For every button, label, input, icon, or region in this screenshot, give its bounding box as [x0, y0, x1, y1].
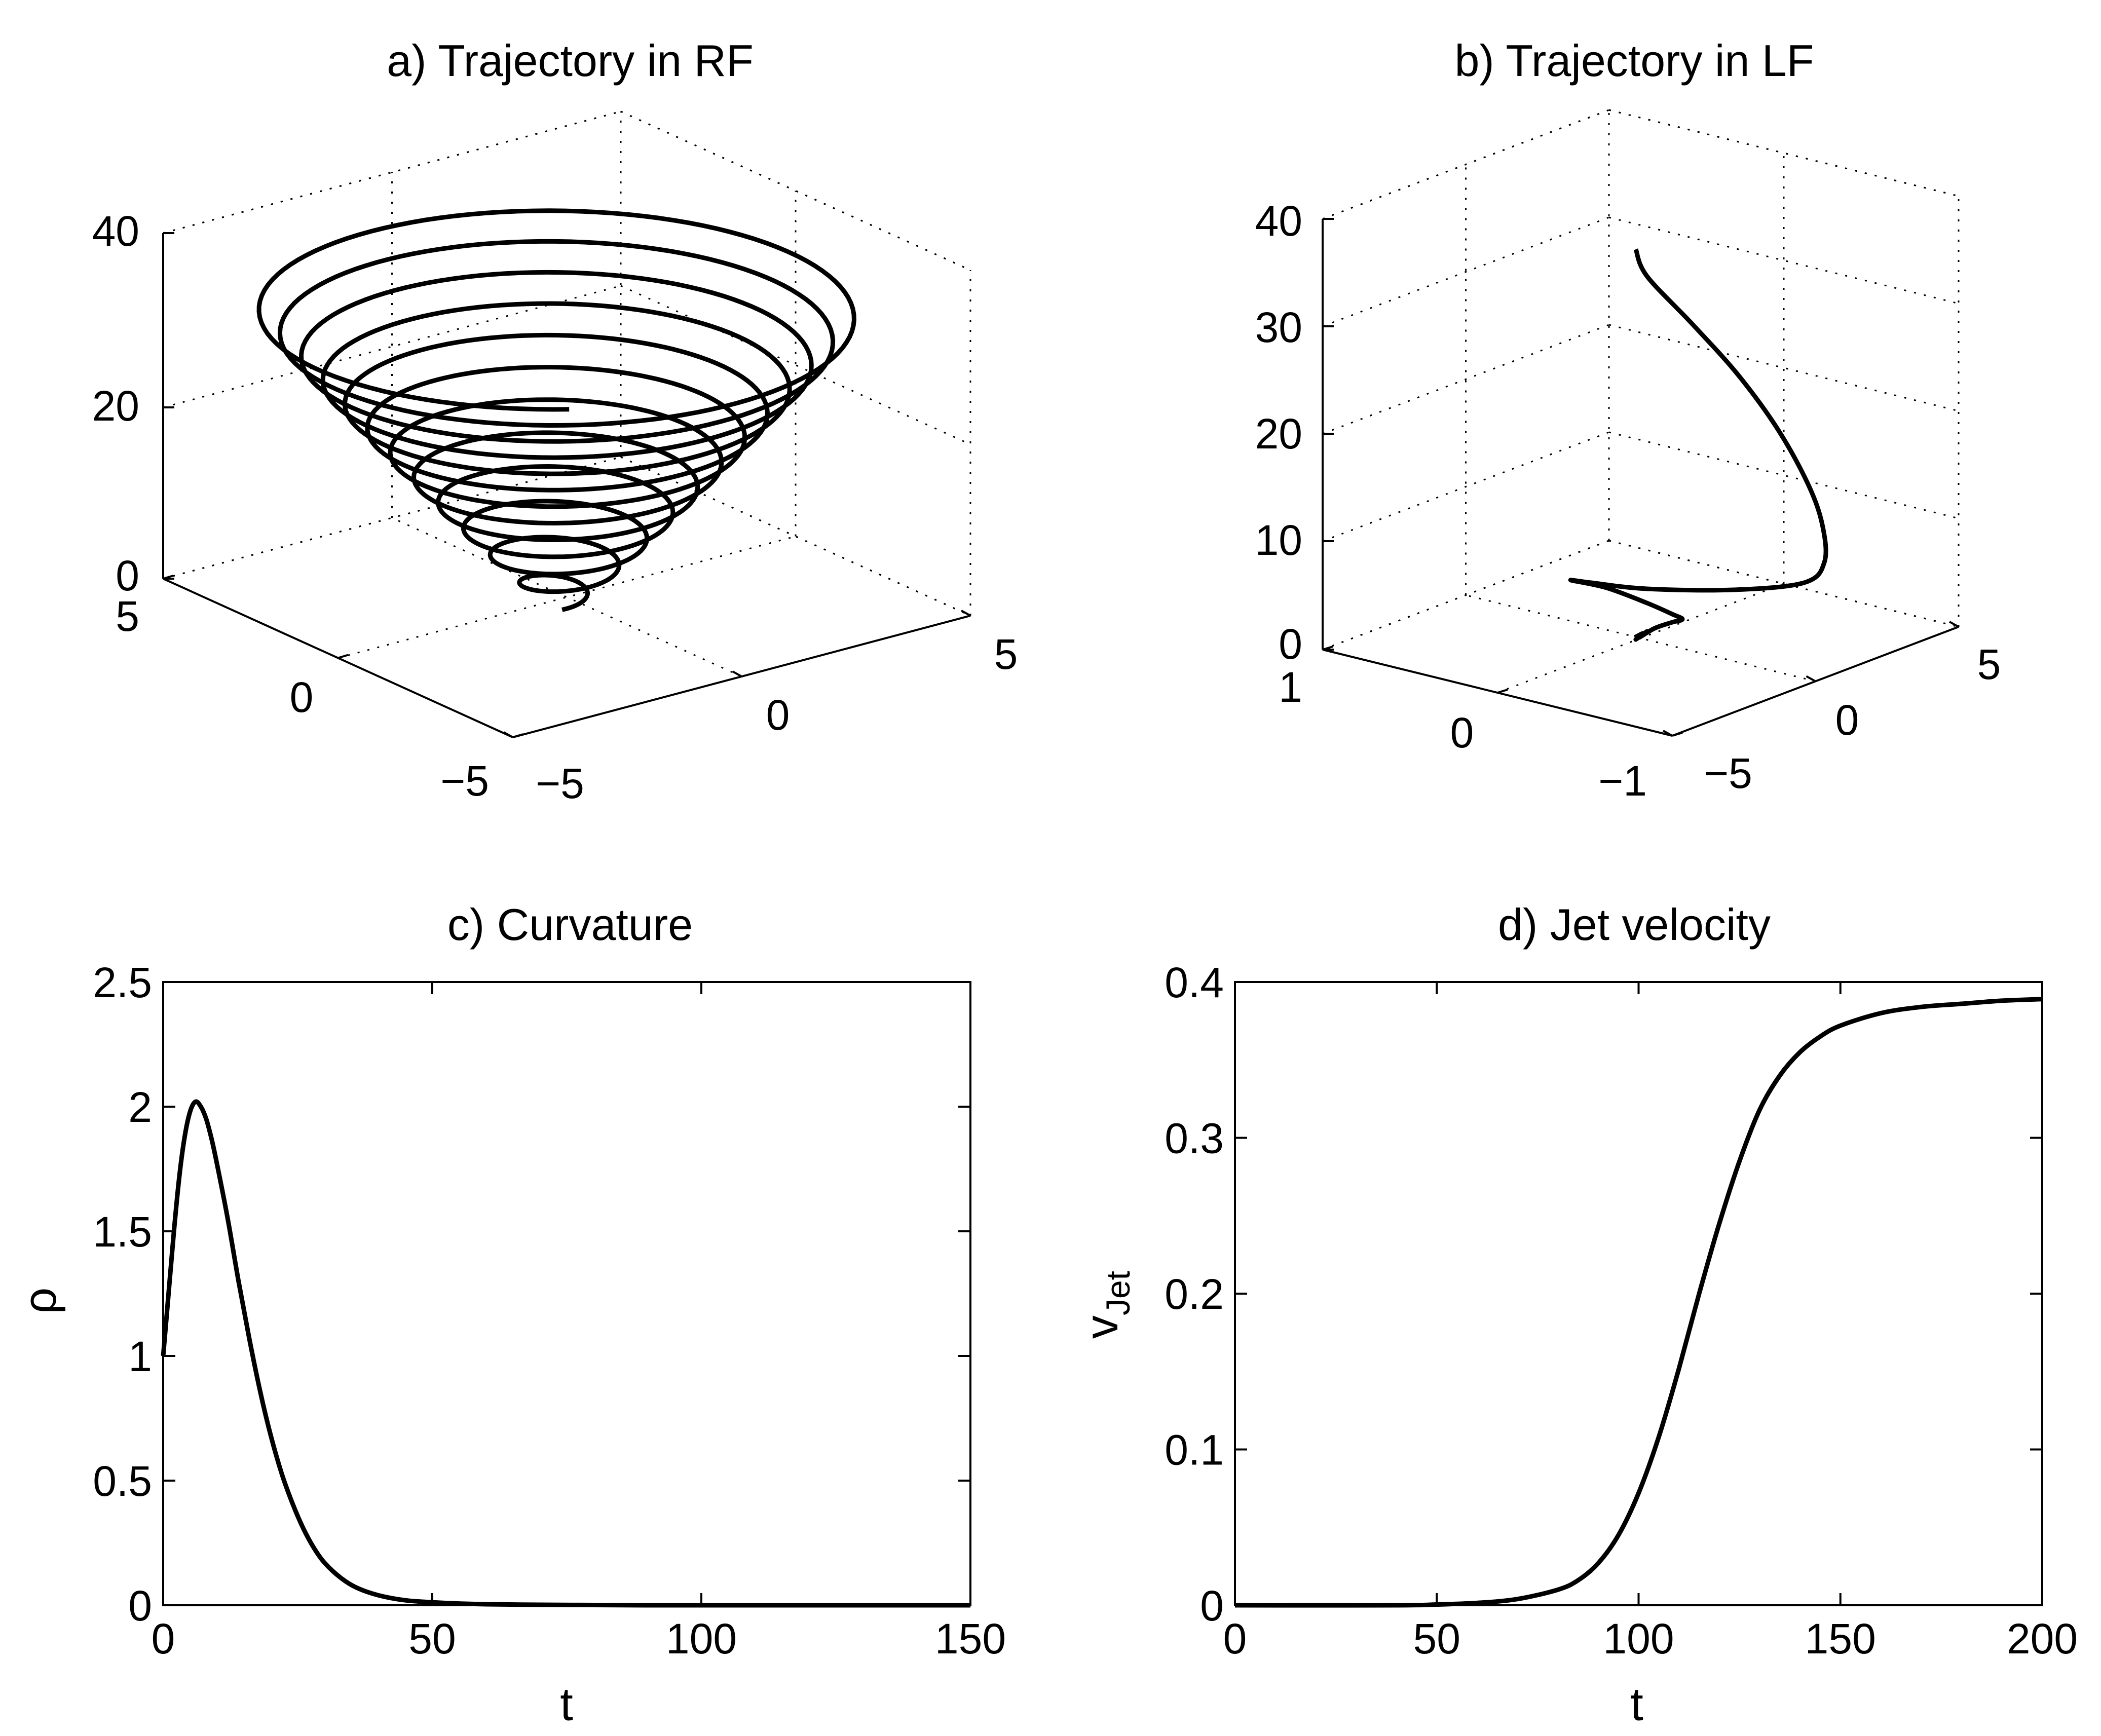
- panel-d-ytick-label: 0.1: [1165, 1426, 1224, 1474]
- panel-a-y-tick-mark: [503, 731, 513, 738]
- panel-d-ticks: 0 50 100 150 200 0 0.1 0.2 0.3 0.4: [1165, 959, 2078, 1663]
- panel-a-grid: [163, 110, 971, 677]
- panel-a-y-tick-5: 5: [994, 630, 1018, 678]
- panel-a-z-tick-0: 0: [116, 552, 139, 599]
- panel-d-xtick-label: 100: [1603, 1615, 1674, 1663]
- panel-b-y-tick-0: 0: [1835, 696, 1859, 744]
- panel-b-y-tick-mark: [1806, 675, 1816, 683]
- panel-b-grid-line: [1322, 216, 1609, 327]
- panel-b-y-tick-5: 5: [1977, 640, 2001, 688]
- panel-d-ylabel: vJet: [1076, 1271, 1137, 1339]
- panel-d-xtick-label: 200: [2007, 1615, 2078, 1663]
- panel-d-ytick-label: 0: [1200, 1582, 1224, 1630]
- panel-c-ytick-label: 0: [128, 1582, 152, 1630]
- panel-d-xtick-label: 0: [1223, 1615, 1247, 1663]
- panel-b-title: b) Trajectory in LF: [1454, 35, 1814, 86]
- panel-a-trajectory-rf: a) Trajectory in RF 40 20 0 5 0 −5 −5 0 …: [92, 35, 1018, 807]
- panel-b-x-tick-1: 1: [1279, 663, 1302, 711]
- panel-b-trajectory-lf: b) Trajectory in LF 40 30 20 10 0 1 0 −1…: [1255, 35, 2001, 805]
- panel-b-z-tick-0: 0: [1279, 620, 1302, 668]
- panel-d-title: d) Jet velocity: [1498, 899, 1771, 950]
- panel-a-x-tick-mark: [512, 733, 523, 738]
- panel-a-x-tick-m5: −5: [440, 757, 489, 805]
- panel-b-z-tick-20: 20: [1255, 410, 1302, 458]
- panel-c-ytick-label: 1: [128, 1333, 152, 1380]
- panel-c-xlabel: t: [560, 1679, 573, 1730]
- panel-c-xtick-label: 50: [408, 1615, 456, 1663]
- panel-a-x-tick-0: 0: [290, 673, 314, 721]
- panel-b-y-tick-mark: [1949, 621, 1959, 628]
- panel-a-x-tick-5: 5: [116, 592, 139, 640]
- panel-d-xtick-label: 150: [1805, 1615, 1876, 1663]
- panel-d-ylabel-subscript: Jet: [1099, 1271, 1137, 1315]
- panel-d-xtick-label: 50: [1413, 1615, 1460, 1663]
- panel-c-ticks: 0 50 100 150 0 0.5 1 1.5 2 2.5: [93, 959, 1006, 1663]
- panel-a-x-tick-mark: [163, 575, 174, 580]
- panel-d-jet-velocity-line: [1234, 997, 2043, 1608]
- panel-b-trajectory-line: [1568, 248, 1828, 642]
- panel-b-axes: [1322, 218, 1959, 737]
- panel-c-curvature: c) Curvature 0 50 100 150 0 0.5 1 1.5 2 2.5 t ρ: [14, 899, 1006, 1730]
- panel-a-y-tick-m5: −5: [536, 760, 584, 807]
- panel-b-z-tick-40: 40: [1255, 197, 1302, 245]
- panel-d-ytick-label: 0.3: [1165, 1115, 1224, 1162]
- panel-b-x-tick-m1: −1: [1598, 757, 1647, 805]
- panel-c-ytick-label: 2.5: [93, 959, 152, 1006]
- panel-a-z-tick-40: 40: [92, 207, 139, 255]
- panel-a-axes: [162, 232, 971, 738]
- panel-b-grid-line: [1322, 324, 1609, 435]
- panel-b-y-tick-m5: −5: [1704, 749, 1752, 797]
- panel-b-grid-line: [1322, 431, 1609, 542]
- panel-a-z-tick-20: 20: [92, 382, 139, 430]
- panel-b-x-tick-mark: [1497, 689, 1508, 694]
- panel-b-x-tick-mark: [1322, 646, 1333, 651]
- panel-c-ytick-label: 0.5: [93, 1457, 152, 1505]
- panel-c-xtick-label: 0: [152, 1615, 175, 1663]
- panel-c-ytick-label: 2: [128, 1083, 152, 1131]
- panel-a-trajectory-line: [256, 208, 856, 612]
- panel-b-grid-line: [1322, 109, 1609, 220]
- panel-b-x-tick-mark: [1672, 732, 1683, 737]
- panel-c-title: c) Curvature: [447, 899, 693, 950]
- panel-c-ytick-label: 1.5: [93, 1208, 152, 1256]
- panel-b-z-tick-30: 30: [1255, 304, 1302, 351]
- panel-c-ylabel: ρ: [14, 1288, 66, 1314]
- panel-b-z-tick-10: 10: [1255, 516, 1302, 564]
- panel-a-x-tick-mark: [337, 654, 349, 659]
- panel-a-title: a) Trajectory in RF: [387, 35, 754, 86]
- panel-b-y-tick-mark: [1663, 730, 1673, 737]
- panel-c-xtick-label: 100: [666, 1615, 737, 1663]
- panel-d-jet-velocity: d) Jet velocity 0 50 100 150 200 0 0.1 0.2 0.3 0.…: [1076, 899, 2078, 1730]
- panel-c-xtick-label: 150: [935, 1615, 1006, 1663]
- panel-a-y-tick-mark: [732, 670, 742, 677]
- panel-d-ytick-label: 0.2: [1165, 1270, 1224, 1318]
- panel-a-y-tick-0: 0: [766, 691, 790, 739]
- panel-d-ylabel-main: v: [1076, 1315, 1128, 1339]
- panel-a-y-tick-mark: [961, 610, 971, 617]
- panel-b-x-tick-0: 0: [1450, 709, 1474, 757]
- panel-d-xlabel: t: [1630, 1679, 1643, 1730]
- panel-d-ytick-label: 0.4: [1165, 959, 1224, 1006]
- panel-c-curvature-line: [161, 1099, 970, 1608]
